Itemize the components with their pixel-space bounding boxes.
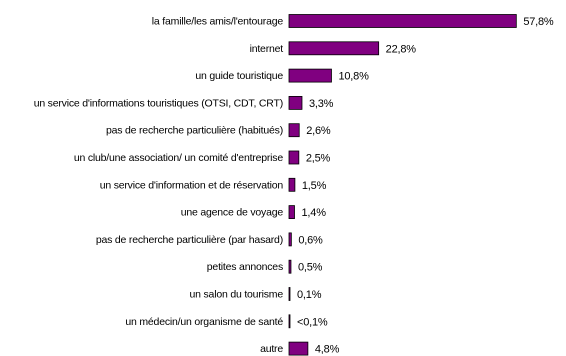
category-label: un salon du tourisme (190, 289, 284, 301)
category-label: un service d'information et de réservati… (100, 179, 284, 191)
category-label: un club/une association/ un comité d'ent… (74, 152, 284, 164)
bar (288, 14, 517, 28)
value-labels: 57,8% 22,8% 10,8% 3,3% 2,6% 2,5% 1,5% 1,4% 0,6% 0… (297, 16, 554, 356)
category-label: petites annonces (207, 261, 283, 273)
category-label: pas de recherche particulière (par hasar… (96, 234, 283, 246)
value-label: 10,8% (338, 71, 369, 83)
value-label: 1,5% (302, 180, 327, 192)
bar (288, 287, 291, 301)
bar (288, 150, 300, 165)
category-label: autre (260, 343, 283, 355)
bar (288, 205, 295, 220)
value-label: 57,8% (523, 16, 554, 28)
value-label: 0,5% (298, 262, 323, 274)
bar (288, 177, 296, 192)
value-label: 0,1% (297, 289, 322, 301)
bar (288, 123, 300, 138)
category-labels: la famille/les amis/l'entourage internet u… (34, 16, 284, 356)
bar (288, 341, 309, 356)
category-label: la famille/les amis/l'entourage (152, 16, 284, 28)
value-label: 3,3% (309, 98, 334, 110)
value-label: <0,1% (297, 316, 328, 328)
value-label: 22,8% (386, 43, 417, 55)
bar (288, 41, 380, 56)
category-label: un guide touristique (195, 70, 283, 82)
bar (288, 259, 292, 274)
value-label: 1,4% (302, 207, 327, 219)
category-label: un médecin/un organisme de santé (125, 316, 283, 328)
category-label: un service d'informations touristiques (… (34, 97, 283, 109)
bar (288, 314, 291, 329)
value-label: 0,6% (298, 234, 323, 246)
value-label: 4,8% (315, 344, 340, 356)
bar (288, 232, 292, 247)
bar (288, 68, 332, 83)
value-label: 2,6% (306, 125, 331, 137)
bars (288, 14, 517, 356)
category-label: une agence de voyage (181, 207, 284, 219)
category-label: pas de recherche particulière (habitués) (106, 125, 283, 137)
category-label: internet (250, 43, 284, 55)
bar (288, 96, 303, 110)
value-label: 2,5% (306, 153, 331, 165)
